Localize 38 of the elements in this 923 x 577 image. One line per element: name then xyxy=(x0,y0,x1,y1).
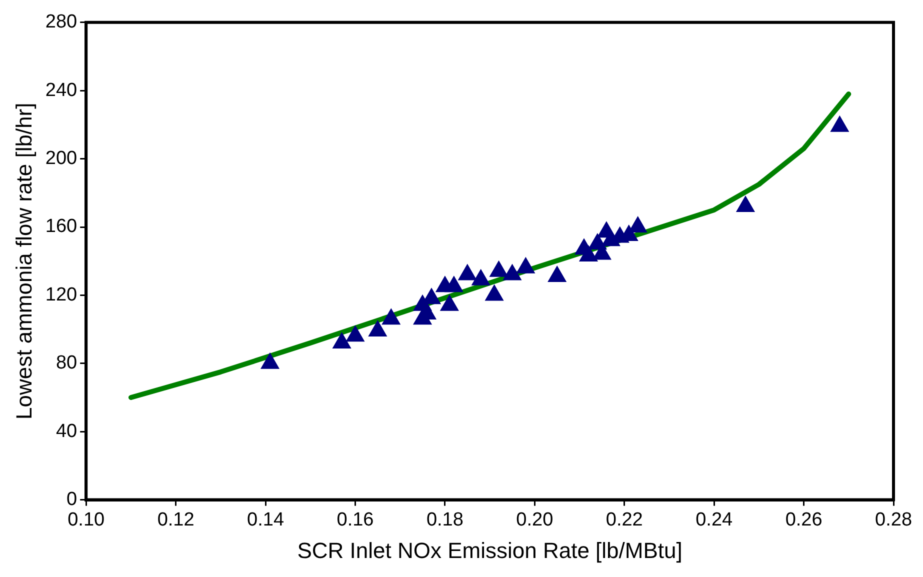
point xyxy=(485,284,504,301)
x-tick-label: 0.20 xyxy=(516,509,554,530)
y-tick-label: 40 xyxy=(56,420,78,442)
y-tick-label: 120 xyxy=(45,284,78,306)
y-axis-title: Lowest ammonia flow rate [lb/hr] xyxy=(11,102,36,420)
y-tick-label: 160 xyxy=(45,216,78,238)
y-tick-label: 280 xyxy=(45,12,78,33)
x-tick-label: 0.26 xyxy=(785,509,822,530)
point xyxy=(628,216,647,232)
x-tick-label: 0.28 xyxy=(875,509,912,530)
point xyxy=(579,245,598,262)
y-tick-label: 200 xyxy=(45,148,78,170)
x-tick-label: 0.10 xyxy=(68,509,105,530)
x-tick-label: 0.22 xyxy=(606,509,643,530)
point xyxy=(458,264,477,280)
x-tick-label: 0.16 xyxy=(336,509,374,530)
x-tick-label: 0.18 xyxy=(426,509,464,530)
y-tick-label: 240 xyxy=(45,80,78,101)
y-tick-label: 80 xyxy=(56,352,78,374)
point xyxy=(472,269,490,286)
point xyxy=(490,260,508,277)
x-tick-label: 0.24 xyxy=(696,509,734,530)
point xyxy=(444,276,464,292)
point xyxy=(346,326,364,342)
point xyxy=(332,332,351,348)
x-axis-title: SCR Inlet NOx Emission Rate [lb/MBtu] xyxy=(297,538,682,563)
point xyxy=(382,308,400,325)
point xyxy=(440,294,459,311)
point xyxy=(548,266,566,282)
x-tick-label: 0.12 xyxy=(157,509,194,530)
point xyxy=(368,320,387,337)
point xyxy=(830,116,849,132)
y-tick-label: 0 xyxy=(66,489,78,510)
point xyxy=(736,196,755,212)
point xyxy=(516,257,535,274)
x-tick-label: 0.14 xyxy=(247,509,284,530)
point xyxy=(260,352,280,369)
point xyxy=(503,264,522,280)
